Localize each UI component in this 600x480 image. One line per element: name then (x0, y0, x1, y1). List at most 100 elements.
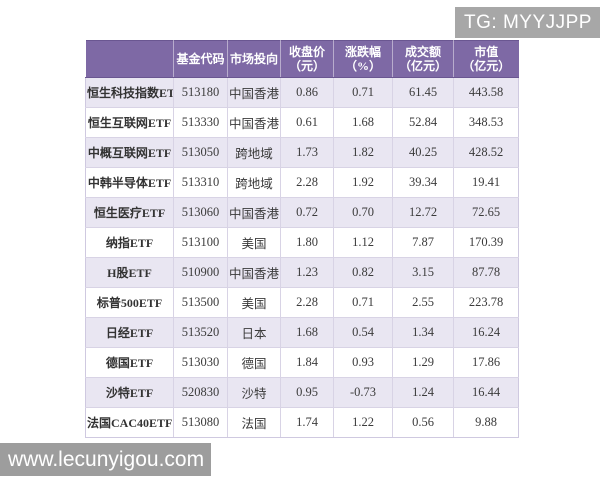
watermark: www.lecunyigou.com (0, 443, 211, 476)
table-row: 中韩半导体ETF 513310 跨地域 2.28 1.92 39.34 19.41 (85, 167, 519, 198)
cell-fund_name: 中韩半导体ETF (85, 167, 174, 198)
table-row: 标普500ETF 513500 美国 2.28 0.71 2.55 223.78 (85, 287, 519, 318)
cell-market_cap: 443.58 (453, 77, 519, 108)
column-header-turnover: 成交额 （亿元） (392, 40, 454, 78)
cell-fund_code: 513310 (173, 167, 228, 198)
column-header-market_cap: 市值 （亿元） (453, 40, 519, 78)
column-unit: （元） (288, 59, 325, 73)
cell-change_pct: 1.92 (333, 167, 393, 198)
cell-fund_code: 513100 (173, 227, 228, 258)
cell-change_pct: 1.68 (333, 107, 393, 138)
cell-fund_name: 中概互联网ETF (85, 137, 174, 168)
cell-turnover: 39.34 (392, 167, 454, 198)
table-row: 恒生医疗ETF 513060 中国香港 0.72 0.70 12.72 72.65 (85, 197, 519, 228)
cell-fund_code: 520830 (173, 377, 228, 408)
cell-market_cap: 223.78 (453, 287, 519, 318)
table-row: 恒生科技指数ETF 513180 中国香港 0.86 0.71 61.45 443.58 (85, 77, 519, 108)
cell-market_cap: 17.86 (453, 347, 519, 378)
table-header-row: 基金代码 市场投向 收盘价 （元） 涨跌幅 （%） 成交额 （亿元） 市值 （亿元） (85, 40, 519, 78)
cell-change_pct: 0.71 (333, 77, 393, 108)
table-row: 日经ETF 513520 日本 1.68 0.54 1.34 16.24 (85, 317, 519, 348)
cell-turnover: 61.45 (392, 77, 454, 108)
cell-market: 中国香港 (227, 107, 281, 138)
cell-close_price: 0.72 (280, 197, 334, 228)
cell-turnover: 1.29 (392, 347, 454, 378)
cell-change_pct: 1.12 (333, 227, 393, 258)
cell-fund_code: 513330 (173, 107, 228, 138)
column-unit: （亿元） (398, 59, 447, 73)
cell-market: 中国香港 (227, 197, 281, 228)
cell-fund_name: 日经ETF (85, 317, 174, 348)
cell-close_price: 1.23 (280, 257, 334, 288)
cell-fund_name: 恒生医疗ETF (85, 197, 174, 228)
cell-close_price: 2.28 (280, 287, 334, 318)
cell-fund_code: 513060 (173, 197, 228, 228)
cell-fund_name: 法国CAC40ETF (85, 407, 174, 438)
etf-data-table: 基金代码 市场投向 收盘价 （元） 涨跌幅 （%） 成交额 （亿元） 市值 （亿元） 恒生科技指数… (85, 40, 519, 438)
column-label: 基金代码 (176, 52, 225, 66)
cell-turnover: 12.72 (392, 197, 454, 228)
cell-close_price: 1.80 (280, 227, 334, 258)
cell-fund_name: 德国ETF (85, 347, 174, 378)
cell-market_cap: 16.24 (453, 317, 519, 348)
column-unit: （亿元） (462, 59, 511, 73)
cell-change_pct: 1.82 (333, 137, 393, 168)
cell-fund_code: 513080 (173, 407, 228, 438)
cell-change_pct: -0.73 (333, 377, 393, 408)
column-label: 涨跌幅 (344, 45, 381, 59)
cell-change_pct: 0.93 (333, 347, 393, 378)
cell-turnover: 40.25 (392, 137, 454, 168)
column-unit: （%） (344, 59, 381, 73)
cell-close_price: 0.95 (280, 377, 334, 408)
column-header-fund_name (85, 40, 174, 78)
table-row: 恒生互联网ETF 513330 中国香港 0.61 1.68 52.84 348.53 (85, 107, 519, 138)
cell-market_cap: 72.65 (453, 197, 519, 228)
cell-market: 法国 (227, 407, 281, 438)
cell-market_cap: 16.44 (453, 377, 519, 408)
cell-close_price: 1.73 (280, 137, 334, 168)
cell-market: 跨地域 (227, 137, 281, 168)
cell-fund_name: H股ETF (85, 257, 174, 288)
cell-fund_name: 纳指ETF (85, 227, 174, 258)
column-label: 市值 (474, 45, 499, 59)
cell-market_cap: 170.39 (453, 227, 519, 258)
cell-turnover: 0.56 (392, 407, 454, 438)
cell-change_pct: 0.82 (333, 257, 393, 288)
cell-fund_code: 513180 (173, 77, 228, 108)
column-header-fund_code: 基金代码 (173, 40, 228, 78)
cell-market: 日本 (227, 317, 281, 348)
cell-market: 跨地域 (227, 167, 281, 198)
cell-fund_name: 标普500ETF (85, 287, 174, 318)
cell-close_price: 0.86 (280, 77, 334, 108)
cell-close_price: 2.28 (280, 167, 334, 198)
column-label: 市场投向 (229, 52, 278, 66)
table-body: 恒生科技指数ETF 513180 中国香港 0.86 0.71 61.45 443.58 恒生… (85, 77, 519, 438)
column-label: 成交额 (404, 45, 441, 59)
cell-fund_name: 恒生互联网ETF (85, 107, 174, 138)
cell-close_price: 1.84 (280, 347, 334, 378)
cell-market: 沙特 (227, 377, 281, 408)
cell-fund_name: 沙特ETF (85, 377, 174, 408)
cell-close_price: 0.61 (280, 107, 334, 138)
cell-fund_code: 513050 (173, 137, 228, 168)
column-label: 收盘价 (288, 45, 325, 59)
column-header-market: 市场投向 (227, 40, 281, 78)
cell-turnover: 2.55 (392, 287, 454, 318)
cell-turnover: 52.84 (392, 107, 454, 138)
table-row: 纳指ETF 513100 美国 1.80 1.12 7.87 170.39 (85, 227, 519, 258)
cell-market_cap: 19.41 (453, 167, 519, 198)
tg-channel-badge: TG: MYYJJPP (455, 7, 600, 38)
column-header-change_pct: 涨跌幅 （%） (333, 40, 393, 78)
cell-fund_code: 510900 (173, 257, 228, 288)
cell-market: 德国 (227, 347, 281, 378)
table-row: H股ETF 510900 中国香港 1.23 0.82 3.15 87.78 (85, 257, 519, 288)
cell-fund_code: 513520 (173, 317, 228, 348)
cell-change_pct: 0.71 (333, 287, 393, 318)
cell-market: 中国香港 (227, 257, 281, 288)
cell-market_cap: 87.78 (453, 257, 519, 288)
cell-change_pct: 0.54 (333, 317, 393, 348)
cell-market_cap: 9.88 (453, 407, 519, 438)
table-row: 沙特ETF 520830 沙特 0.95 -0.73 1.24 16.44 (85, 377, 519, 408)
cell-turnover: 1.24 (392, 377, 454, 408)
cell-change_pct: 0.70 (333, 197, 393, 228)
